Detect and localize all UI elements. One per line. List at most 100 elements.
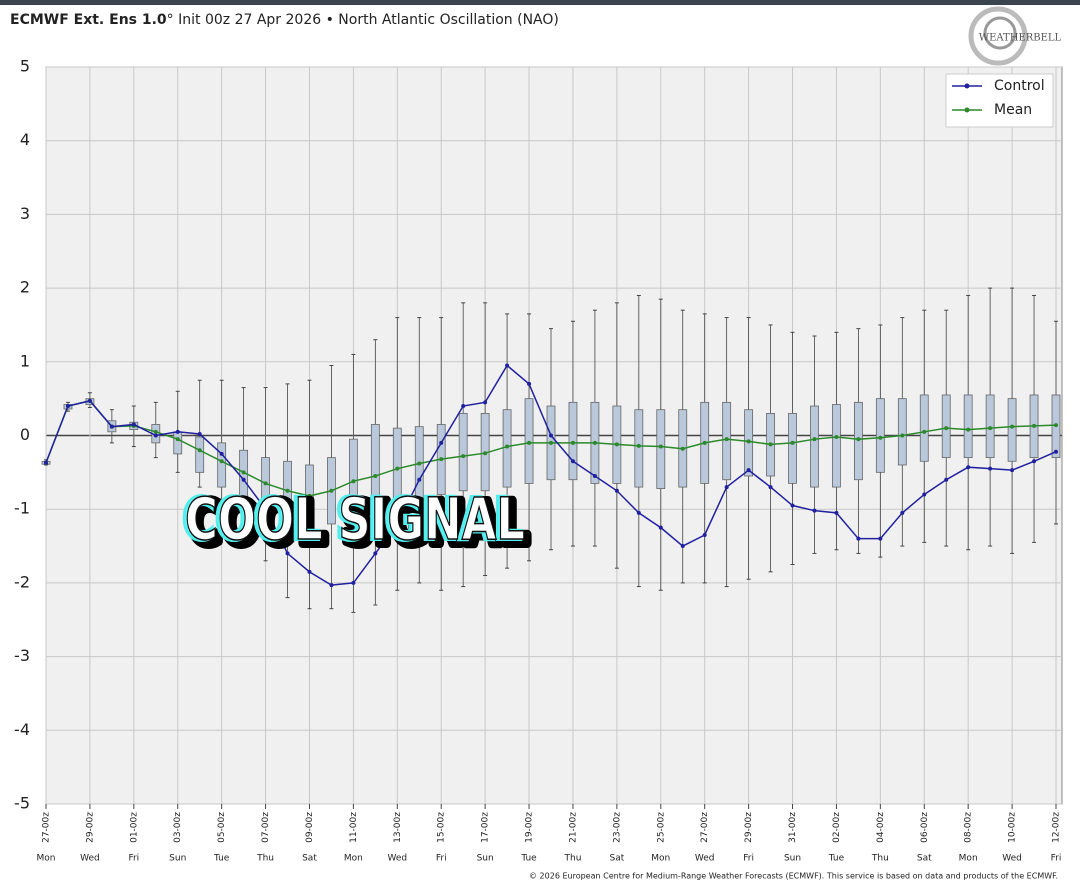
box [875, 398, 885, 473]
weekday-label: Thu [871, 854, 889, 864]
legend-label: Mean [994, 102, 1032, 118]
point [966, 465, 971, 470]
x-tick-label: 13-00z [393, 812, 403, 843]
weekday-label: Tue [828, 854, 845, 864]
legend-marker [964, 83, 970, 89]
point [527, 440, 532, 445]
point [351, 580, 356, 585]
x-tick-label: 21-00z [568, 812, 578, 843]
point [1010, 468, 1015, 473]
weekday-label: Sat [302, 854, 317, 864]
weekday-label: Fri [436, 854, 447, 864]
point [966, 427, 971, 432]
x-tick-label: 17-00z [481, 812, 491, 843]
x-tick-label: 23-00z [612, 812, 622, 843]
weekday-label: Sun [784, 854, 801, 864]
point [505, 444, 510, 449]
point [351, 479, 356, 484]
box [392, 427, 402, 503]
box [919, 394, 929, 462]
point [329, 583, 334, 588]
weekday-label: Wed [695, 854, 715, 864]
y-tick-label: -4 [14, 720, 30, 739]
x-tick-label: 10-00z [1008, 812, 1018, 843]
point [1054, 423, 1058, 428]
annotation-shadow: COOL SIGNAL [189, 489, 529, 557]
point [461, 454, 466, 459]
point [790, 503, 795, 508]
point [922, 429, 927, 434]
point [241, 470, 246, 475]
point [461, 404, 466, 409]
point [307, 493, 312, 498]
y-tick-label: 4 [20, 130, 30, 149]
weekday-label: Thu [256, 854, 274, 864]
x-tick-label: 04-00z [876, 812, 886, 843]
point [417, 461, 422, 466]
point [1054, 449, 1058, 454]
x-tick-label: 07-00z [261, 812, 271, 843]
x-tick-label: 08-00z [964, 812, 974, 843]
point [395, 466, 400, 471]
box [458, 412, 468, 492]
point [856, 437, 861, 442]
legend: Control Mean [945, 73, 1054, 128]
point [570, 459, 575, 464]
weekday-label: Tue [520, 854, 537, 864]
point [988, 466, 993, 471]
weekday-label: Wed [1002, 854, 1022, 864]
logo: WEATHERBELL [968, 6, 1062, 66]
x-tick-label: 03-00z [173, 812, 183, 843]
point [65, 404, 70, 409]
top-bar [0, 0, 1080, 5]
y-tick-label: 1 [20, 351, 30, 370]
point [702, 532, 707, 537]
point [175, 429, 180, 434]
y-tick-label: -2 [14, 572, 30, 591]
x-tick-label: 29-00z [85, 812, 95, 843]
x-tick-label: 19-00z [525, 812, 535, 843]
x-tick-label: 27-00z [42, 812, 52, 843]
logo-swirl [983, 16, 1017, 50]
point [812, 508, 817, 513]
point [856, 536, 861, 541]
y-tick-label: 2 [20, 278, 30, 297]
weekday-label: Mon [959, 854, 978, 864]
annotation: COOL SIGNAL [185, 485, 525, 553]
point [197, 432, 202, 437]
point [395, 521, 400, 526]
box [634, 409, 644, 488]
point [1032, 423, 1037, 428]
y-tick-label: 5 [20, 57, 30, 76]
point [549, 433, 553, 438]
point [263, 507, 268, 512]
point [636, 443, 641, 448]
weekday-label: Fri [128, 854, 139, 864]
weekday-label: Tue [213, 854, 230, 864]
box [788, 412, 797, 484]
legend-label: Control [994, 78, 1045, 94]
point [439, 457, 444, 462]
point [241, 477, 246, 482]
point [702, 440, 707, 445]
weekday-label: Thu [564, 854, 582, 864]
box [656, 409, 666, 489]
weekday-label: Mon [344, 854, 363, 864]
point [944, 426, 949, 431]
weekday-label: Sun [169, 854, 186, 864]
point [724, 485, 729, 490]
point [812, 437, 817, 442]
x-tick-label: 06-00z [920, 812, 930, 843]
point [329, 488, 334, 493]
title-text: ° Init 00z 27 Apr 2026 • North Atlantic … [167, 12, 559, 28]
point [417, 477, 422, 482]
x-tick-label: 05-00z [217, 812, 227, 843]
point [219, 459, 224, 464]
point [483, 400, 488, 405]
y-tick-label: -5 [14, 794, 30, 813]
box [195, 436, 205, 473]
point [505, 363, 510, 368]
weekday-label: Fri [1051, 854, 1062, 864]
box [370, 424, 380, 510]
point [680, 446, 685, 451]
